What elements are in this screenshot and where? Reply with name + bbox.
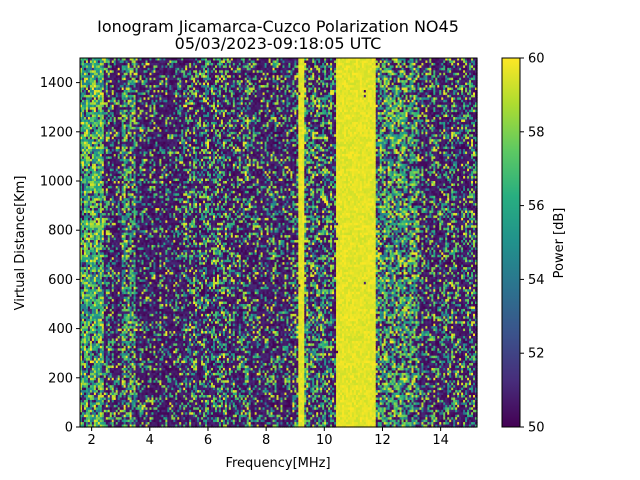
chart-title-line2: 05/03/2023-09:18:05 UTC [175, 34, 382, 53]
ionogram-figure: Ionogram Jicamarca-Cuzco Polarization NO… [0, 0, 640, 480]
heatmap-cells [80, 58, 478, 428]
